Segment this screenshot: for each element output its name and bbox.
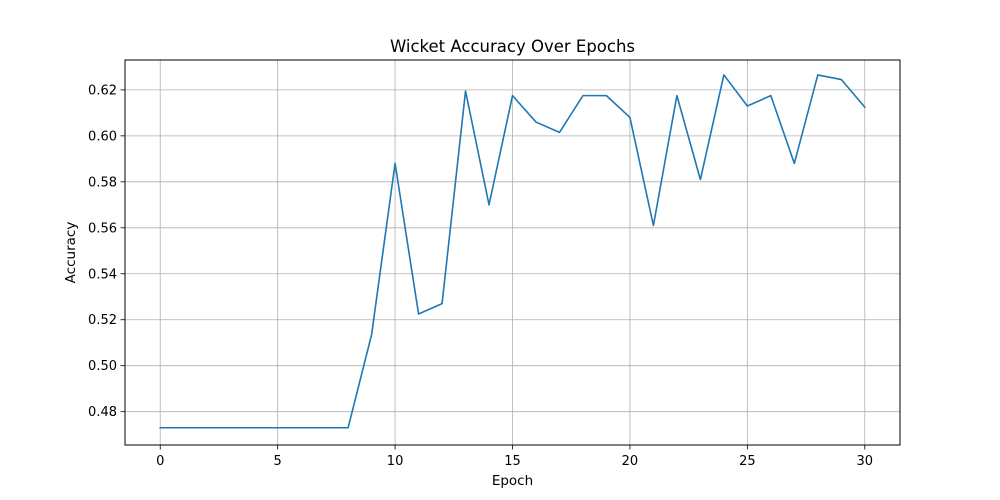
x-tick-label: 10 — [387, 454, 404, 469]
y-tick-label: 0.56 — [88, 221, 117, 236]
y-tick-label: 0.54 — [88, 267, 117, 282]
chart-title: Wicket Accuracy Over Epochs — [390, 37, 635, 56]
y-tick-label: 0.62 — [88, 83, 117, 98]
x-tick-label: 25 — [739, 454, 756, 469]
grid — [125, 60, 900, 445]
x-tick-label: 30 — [856, 454, 873, 469]
x-axis: 0 5 10 15 20 25 30 — [156, 445, 873, 469]
x-tick-label: 15 — [504, 454, 521, 469]
y-tick-label: 0.58 — [88, 175, 117, 190]
y-tick-label: 0.50 — [88, 359, 117, 374]
series-line-0 — [159, 74, 866, 429]
x-tick-label: 20 — [622, 454, 639, 469]
y-tick-label: 0.48 — [88, 405, 117, 420]
y-tick-label: 0.52 — [88, 313, 117, 328]
y-tick-label: 0.60 — [88, 129, 117, 144]
y-axis: 0.48 0.50 0.52 0.54 0.56 0.58 0.60 0.62 — [88, 83, 125, 420]
y-axis-title: Accuracy — [63, 222, 79, 284]
series-layer — [159, 74, 866, 429]
x-tick-label: 5 — [274, 454, 282, 469]
x-axis-title: Epoch — [492, 473, 533, 489]
x-tick-label: 0 — [156, 454, 164, 469]
